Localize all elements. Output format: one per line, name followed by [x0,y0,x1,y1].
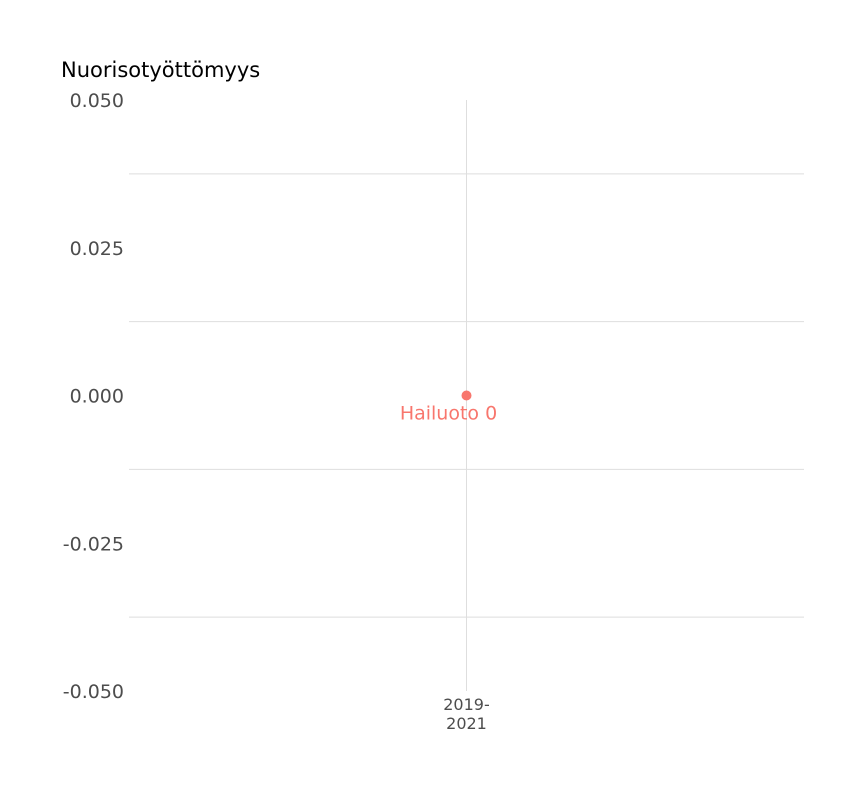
y-tick-label: 0.000 [70,386,124,408]
y-tick-label: -0.050 [63,681,124,703]
data-point-label: Hailuoto 0 [400,403,497,425]
y-tick-label: -0.025 [63,533,124,555]
data-points: Hailuoto 0 [400,390,497,425]
y-tick-label: 0.025 [70,238,124,260]
data-point [461,390,472,401]
y-tick-label: 0.050 [70,90,124,112]
x-tick-label: 2019-2021 [443,695,490,733]
x-axis-ticks: 2019-2021 [443,695,490,733]
y-axis-ticks: 0.050 0.025 0.000 -0.025 -0.050 [63,90,124,703]
chart-title: Nuorisotyöttömyys [61,58,260,82]
